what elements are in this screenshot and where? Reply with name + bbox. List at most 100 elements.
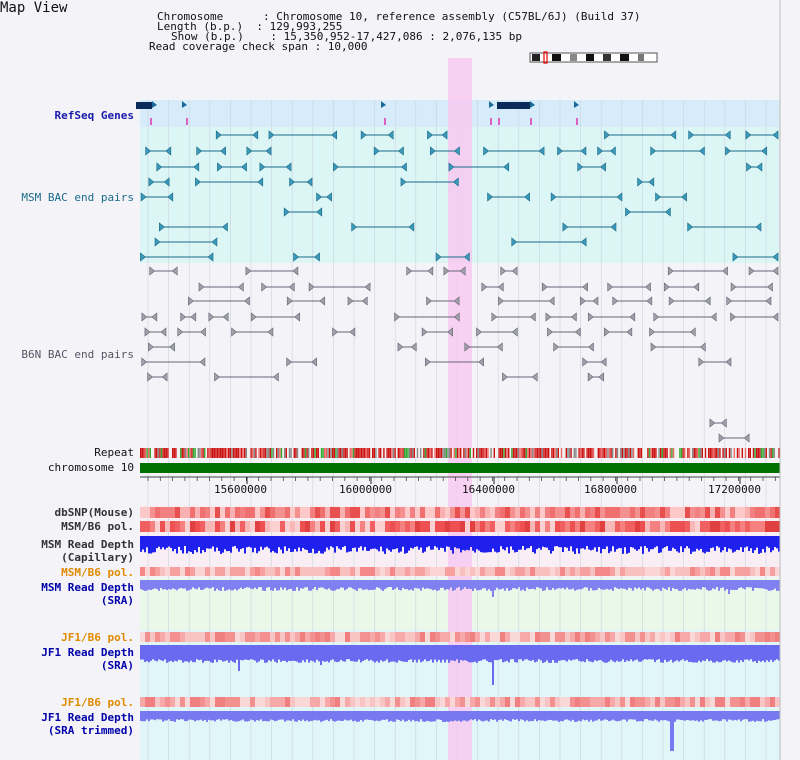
b6n-bac-pair-end: [710, 312, 717, 322]
msm-sra-depth-bar: [758, 580, 760, 589]
jf1-pol-cell: [585, 632, 590, 642]
repeat-mark: [180, 448, 182, 458]
msm-bac-pair-end: [600, 162, 606, 172]
b6n-bac-pair-end: [765, 296, 772, 306]
jf1-sra-depth-bar: [298, 645, 300, 663]
b6n-bac-pair-end: [190, 312, 197, 322]
jf1-trim-depth-bar: [172, 711, 174, 722]
jf1-trim-depth-bar: [508, 711, 510, 721]
track-label-chromosome[interactable]: chromosome 10: [47, 461, 134, 474]
msm-bac-pair-end: [156, 162, 163, 172]
msm-cap-depth-bar: [284, 536, 286, 547]
msm-bac-pair-end: [441, 130, 448, 140]
track-label-msm-depth-capillary[interactable]: MSM Read Depth: [41, 538, 134, 551]
msm-bac-pair-end: [400, 177, 407, 187]
track-label-repeat[interactable]: Repeat: [94, 446, 134, 459]
msm-cap-depth-bar: [690, 536, 692, 554]
track-label-jf1-depth-sra-sub: (SRA): [100, 659, 134, 672]
msm-cap-depth-bar: [656, 536, 658, 547]
jf1-trim-depth-bar: [256, 711, 258, 721]
msm-pol-cell: [655, 521, 660, 532]
msm-pol-cell: [575, 521, 580, 532]
chromosome-ideogram[interactable]: [529, 51, 658, 64]
track-label-jf1-depth-trimmed[interactable]: JF1 Read Depth: [41, 711, 134, 724]
repeat-mark: [372, 448, 374, 458]
jf1-sra-depth-bar: [754, 645, 756, 662]
track-label-msm-b6-pol[interactable]: MSM/B6 pol.: [61, 520, 134, 533]
msm-sra-depth-bar: [416, 580, 418, 589]
track-label-msm-depth-sra[interactable]: MSM Read Depth: [41, 581, 134, 594]
track-label-msm-bac[interactable]: MSM BAC end pairs: [21, 191, 134, 204]
track-label-msm-b6-pol-2[interactable]: MSM/B6 pol.: [61, 566, 134, 579]
jf1-sra-depth-bar: [662, 645, 664, 663]
jf1-sra-depth-bar: [354, 645, 356, 662]
track-label-dbsnp[interactable]: dbSNP(Mouse): [54, 506, 134, 519]
chromosome-bar[interactable]: [140, 463, 780, 473]
msm-bac-pair-end: [398, 146, 404, 156]
b6n-bac-pair-end: [587, 312, 594, 322]
jf1-pol-cell: [265, 632, 270, 642]
jf1-trim-depth-bar: [648, 711, 650, 721]
jf1-trim-depth-bar: [672, 711, 674, 751]
jf1-trim-depth-bar: [294, 711, 296, 722]
jf1-sra-depth-bar: [592, 645, 594, 663]
repeat-mark: [341, 448, 343, 458]
msm-pol-cell: [710, 521, 715, 532]
jf1-trim-depth-bar: [636, 711, 638, 722]
jf1-pol2-cell: [340, 697, 345, 707]
jf1-trim-depth-bar: [568, 711, 570, 721]
jf1-trim-depth-bar: [496, 711, 498, 722]
msm-sra-depth-bar: [498, 580, 500, 590]
jf1-pol2-cell: [635, 697, 640, 707]
jf1-trim-depth-bar: [366, 711, 368, 720]
msm-cap-depth-bar: [632, 536, 634, 548]
msm-cap-depth-bar: [330, 536, 332, 547]
msm-sra-depth-bar: [688, 580, 690, 589]
jf1-trim-depth-bar: [504, 711, 506, 720]
repeat-mark: [468, 448, 470, 458]
repeat-mark: [578, 448, 580, 458]
msm-cap-depth-bar: [224, 536, 226, 550]
repeat-mark: [504, 448, 507, 458]
msm-sra-depth-bar: [432, 580, 434, 591]
jf1-trim-depth-bar: [500, 711, 502, 720]
msm-cap-depth-bar: [252, 536, 254, 553]
track-label-b6n-bac[interactable]: B6N BAC end pairs: [21, 348, 134, 361]
repeat-mark: [773, 448, 775, 458]
repeat-mark: [154, 448, 156, 458]
jf1-sra-depth-bar: [518, 645, 520, 660]
msm-pol-cell: [685, 521, 690, 532]
msm-pol2-cell: [690, 567, 695, 576]
jf1-trim-depth-bar: [650, 711, 652, 721]
msm-cap-depth-bar: [730, 536, 732, 550]
msm-bac-pair-end: [435, 252, 442, 262]
jf1-trim-depth-bar: [238, 711, 240, 722]
track-label-jf1-b6-pol[interactable]: JF1/B6 pol.: [61, 631, 134, 644]
dbsnp-cell: [185, 507, 190, 518]
dbsnp-cell: [270, 507, 275, 518]
msm-cap-depth-bar: [460, 536, 462, 553]
msm-sra-depth-bar: [458, 580, 460, 588]
msm-cap-depth-bar: [530, 536, 532, 547]
track-label-jf1-b6-pol-2[interactable]: JF1/B6 pol.: [61, 696, 134, 709]
repeat-mark: [244, 448, 246, 458]
track-label-jf1-depth-sra[interactable]: JF1 Read Depth: [41, 646, 134, 659]
msm-pol2-cell: [630, 567, 635, 576]
msm-cap-depth-bar: [266, 536, 268, 547]
highlight-region[interactable]: [448, 58, 472, 760]
jf1-trim-depth-bar: [678, 711, 680, 720]
b6n-bac-pair-end: [478, 357, 484, 367]
jf1-trim-depth-bar: [754, 711, 756, 722]
msm-pol-cell: [420, 521, 425, 532]
msm-pol-cell: [580, 521, 585, 532]
msm-cap-depth-bar: [752, 536, 754, 553]
jf1-sra-depth-bar: [744, 645, 746, 660]
msm-cap-depth-bar: [288, 536, 290, 549]
msm-pol-cell: [350, 521, 355, 532]
jf1-pol2-cell: [735, 697, 740, 707]
msm-cap-depth-bar: [202, 536, 204, 551]
track-label-refseq[interactable]: RefSeq Genes: [54, 109, 134, 122]
repeat-mark: [240, 448, 243, 458]
msm-cap-depth-bar: [238, 536, 240, 552]
repeat-mark: [682, 448, 684, 458]
